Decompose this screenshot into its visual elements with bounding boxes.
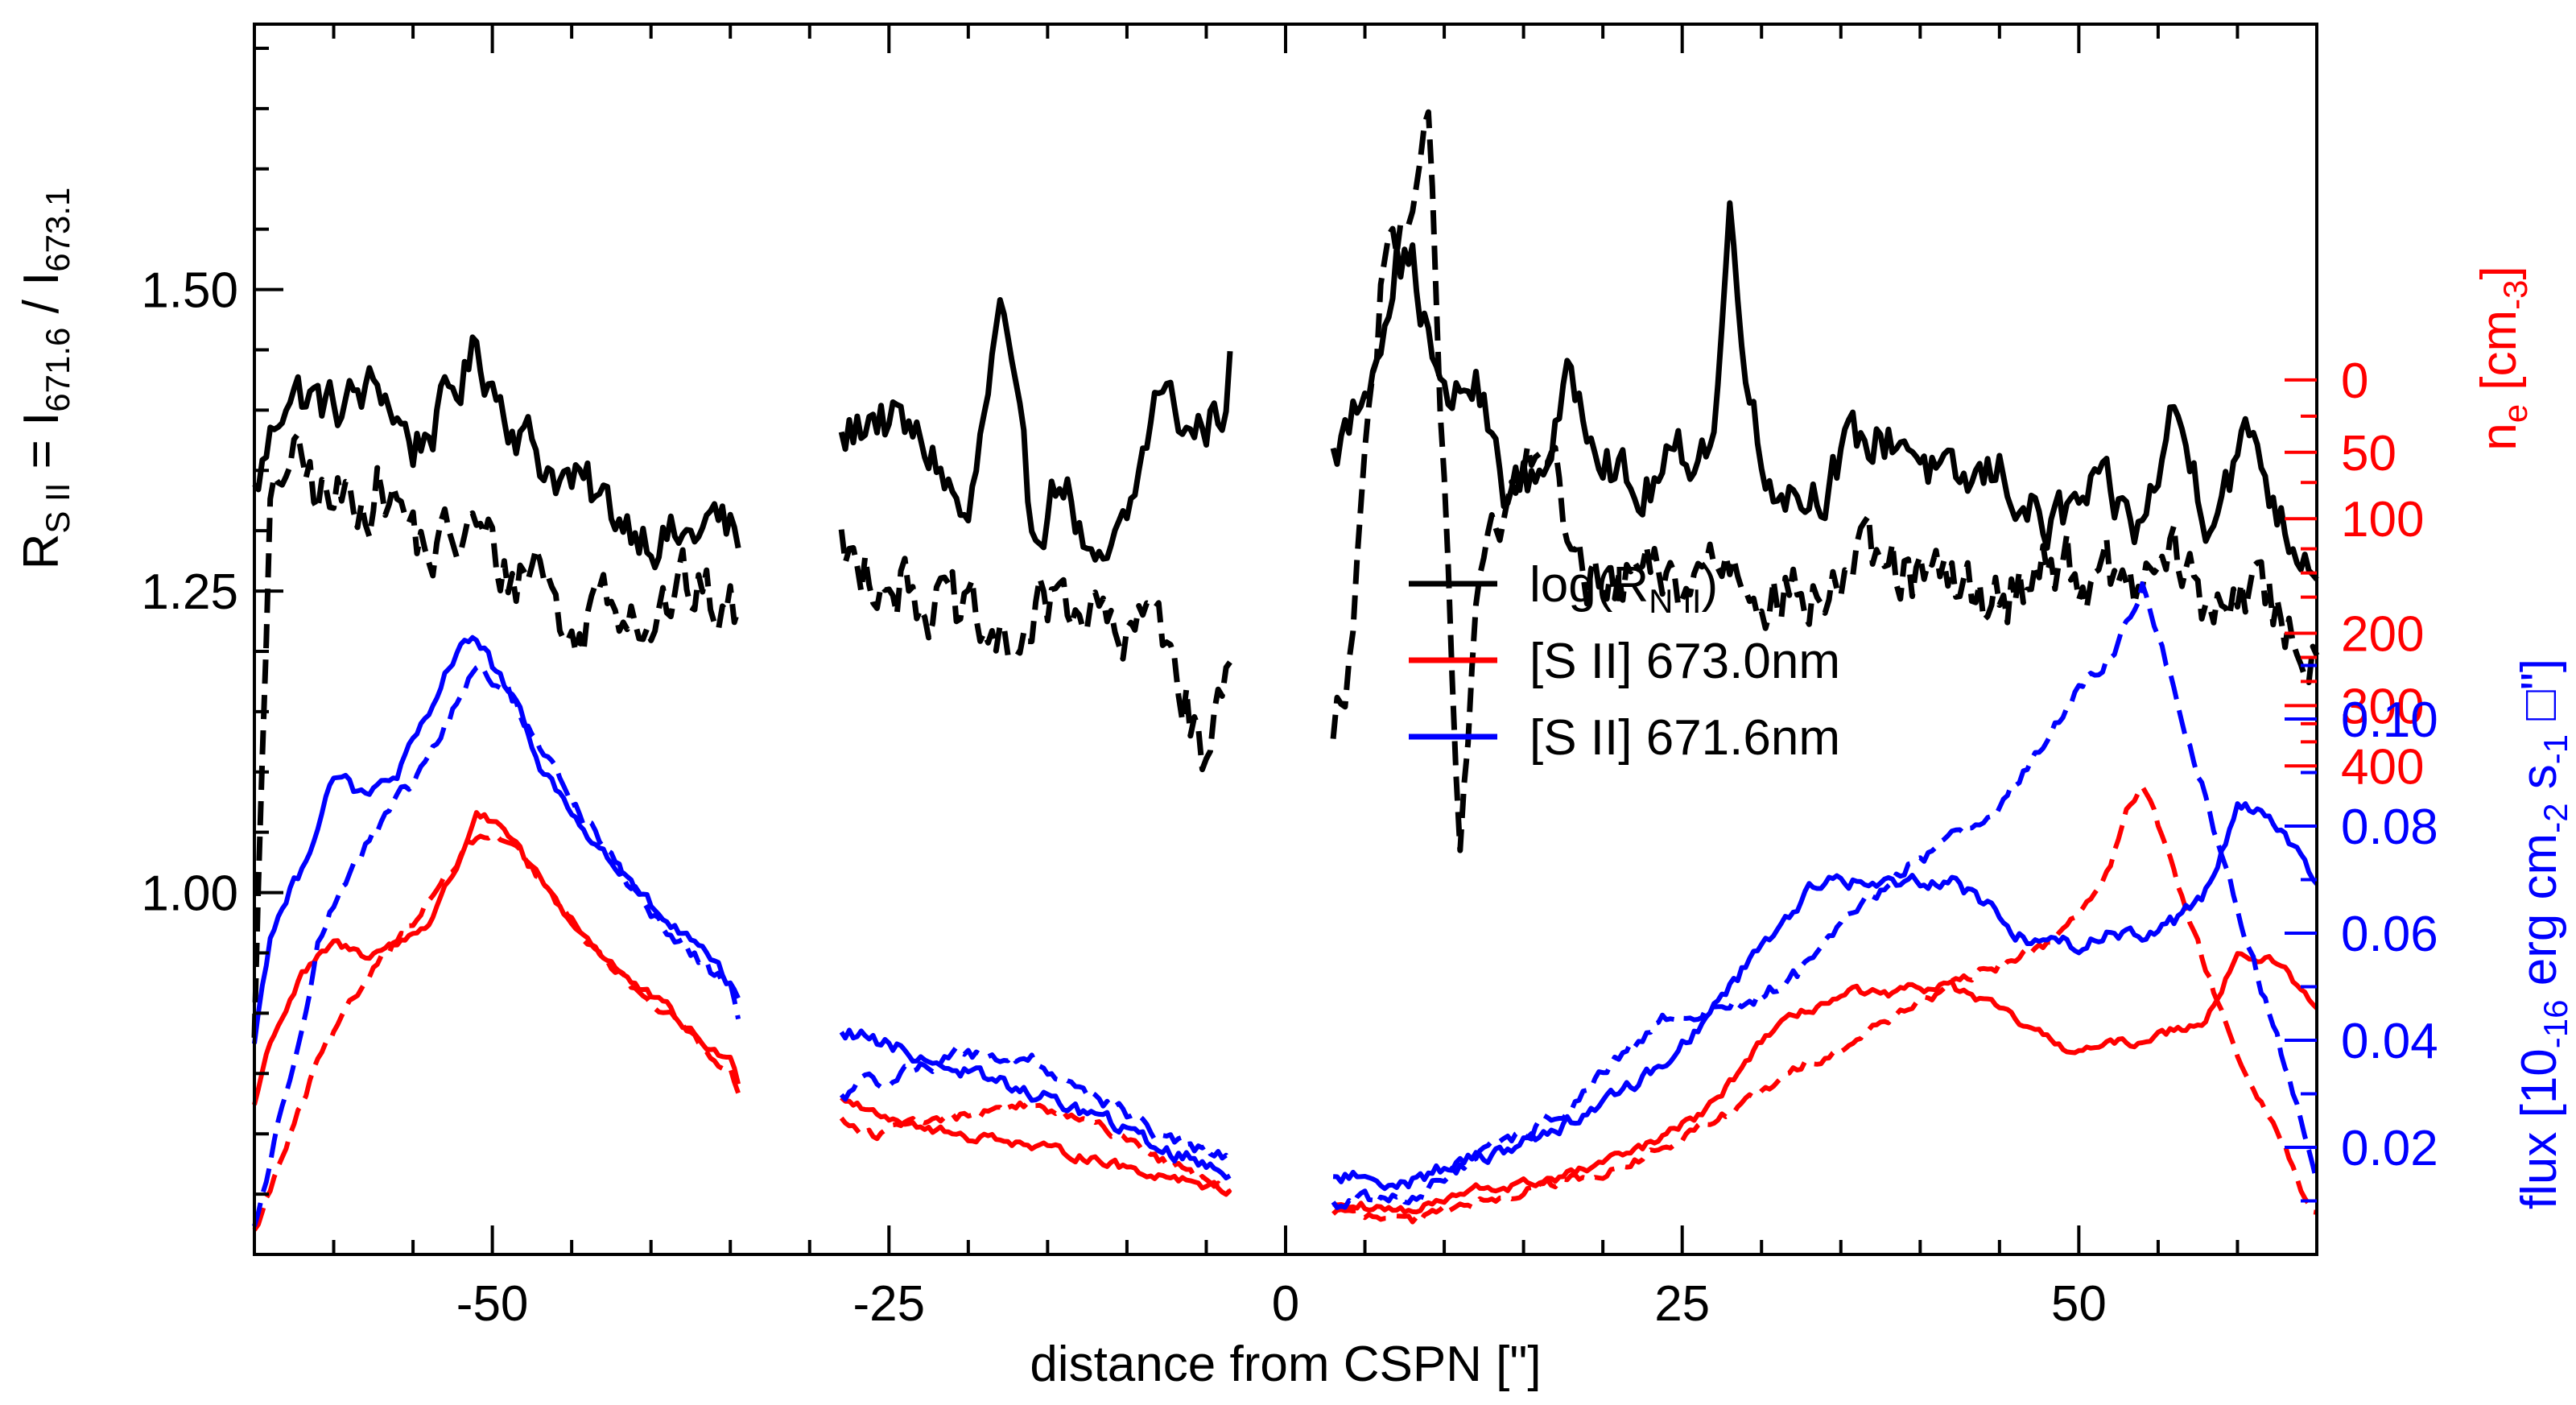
left-axis-label: RS II = I671.6 / I673.1 — [14, 188, 76, 570]
flux-tick-label: 0.04 — [2341, 1014, 2438, 1069]
x-axis-label: distance from CSPN ["] — [1030, 1337, 1541, 1392]
x-tick-label: -50 — [456, 1276, 529, 1332]
series-layer — [251, 109, 2320, 1232]
series-line — [838, 297, 1233, 563]
left-tick-label: 1.25 — [141, 564, 238, 620]
legend-label: [S II] 673.0nm — [1530, 634, 1840, 689]
flux-axis-label: flux [10-16 erg cm-2 s-1 □"] — [2512, 659, 2574, 1209]
series-line — [1330, 109, 2320, 853]
left-tick-label: 1.50 — [141, 263, 238, 319]
flux-tick-label: 0.08 — [2341, 800, 2438, 855]
legend-label: [S II] 671.6nm — [1530, 710, 1840, 766]
ne-tick-label: 100 — [2341, 492, 2424, 548]
series-line — [839, 1100, 1232, 1194]
series-line — [1331, 581, 2319, 1210]
series-line — [838, 529, 1232, 773]
flux-tick-label: 0.10 — [2341, 692, 2438, 748]
ne-tick-label: 50 — [2341, 426, 2396, 481]
series-line — [839, 1044, 1232, 1163]
series-line — [252, 334, 741, 571]
flux-tick-label: 0.06 — [2341, 907, 2438, 962]
series-line — [252, 663, 741, 1227]
ne-axis-label: ne [cm-3] — [2471, 266, 2534, 451]
ne-tick-label: 0 — [2341, 353, 2368, 409]
x-tick-label: -25 — [853, 1276, 926, 1332]
ne-tick-label: 300 — [2341, 679, 2424, 734]
x-tick-label: 50 — [2051, 1276, 2107, 1332]
series-line — [1332, 801, 2319, 1192]
x-tick-label: 25 — [1654, 1276, 1710, 1332]
series-line — [839, 1027, 1232, 1180]
x-tick-label: 0 — [1272, 1276, 1299, 1332]
ne-tick-label: 400 — [2341, 739, 2424, 795]
axes: -50 -25 0 25 50 distance from CSPN ["] 1.00 1.2… — [14, 24, 2574, 1392]
series-line — [1332, 951, 2319, 1215]
left-tick-label: 1.00 — [141, 866, 238, 922]
series-line — [252, 833, 741, 1232]
series-line — [1330, 200, 2319, 581]
series-line — [252, 810, 741, 1105]
series-line — [1331, 783, 2318, 1225]
flux-tick-label: 0.02 — [2341, 1121, 2438, 1176]
ne-tick-label: 200 — [2341, 607, 2424, 663]
legend: log(RN II) [S II] 673.0nm [S II] 671.6nm — [1409, 557, 1840, 766]
legend-label: log(RN II) — [1530, 557, 1718, 620]
series-line — [252, 634, 741, 1044]
